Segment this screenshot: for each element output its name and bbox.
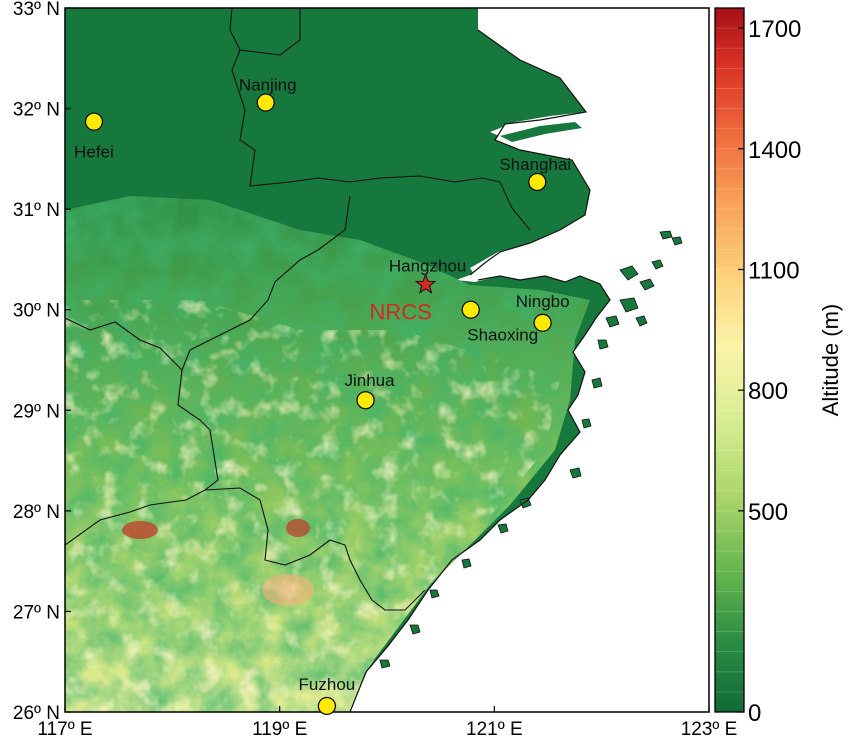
city-dot <box>528 172 547 192</box>
city-dot <box>84 112 104 131</box>
lon-tick-label: 121º E <box>466 719 523 739</box>
city-jinhua: Jinhua <box>344 371 395 410</box>
colorbar-gradient <box>715 8 744 712</box>
city-label: Hefei <box>74 143 114 162</box>
star-icon <box>414 273 437 294</box>
colorbar-title: Altitude (m) <box>818 304 843 416</box>
city-nanjing: Nanjing <box>239 76 297 112</box>
city-label: Jinhua <box>344 371 395 390</box>
city-label: Hangzhou <box>389 257 467 276</box>
city-label: Ningbo <box>516 292 570 311</box>
terrain-texture-light <box>65 300 560 712</box>
colorbar-tick-label: 800 <box>748 378 788 405</box>
colorbar-tick-label: 1700 <box>748 16 801 43</box>
city-dot <box>533 313 552 332</box>
city-label: Shanghai <box>499 155 571 174</box>
lon-tick-label: 123º E <box>681 719 738 739</box>
lat-tick-label: 32º N <box>13 100 60 121</box>
city-label: Shaoxing <box>467 326 538 345</box>
city-dot <box>356 391 375 410</box>
lat-tick-label: 26º N <box>13 703 60 724</box>
longitude-axis: 117º E 119º E 121º E 123º E <box>37 706 738 740</box>
lat-tick-label: 31º N <box>13 200 60 221</box>
latitude-axis: 26º N 27º N 28º N 29º N 30º N 31º N 32º N 33º N <box>13 0 71 724</box>
station-label: NRCS <box>369 300 431 325</box>
colorbar-tick-label: 500 <box>748 499 788 526</box>
hangzhou-bay <box>470 218 598 280</box>
lon-tick-label: 117º E <box>37 719 92 739</box>
colorbar-ticks: 0 500 800 1100 1400 1700 <box>738 16 801 727</box>
lat-tick-label: 29º N <box>13 401 60 422</box>
chongming-island <box>500 122 582 142</box>
city-label: Fuzhou <box>299 675 356 694</box>
peak-south <box>262 574 314 606</box>
colorbar-tick-label: 1100 <box>748 257 800 284</box>
station-marker: NRCS <box>369 273 437 325</box>
city-ningbo: Ningbo <box>516 292 570 332</box>
coastline <box>349 29 611 712</box>
lat-tick-label: 33º N <box>13 0 60 20</box>
colorbar-frame <box>714 7 745 713</box>
city-shanghai: Shanghai <box>499 155 571 192</box>
city-shaoxing: Shaoxing <box>461 300 538 345</box>
lat-tick-label: 27º N <box>13 602 60 623</box>
city-dot <box>317 696 337 716</box>
lon-tick-label: 119º E <box>252 719 307 739</box>
city-hefei: Hefei <box>74 112 114 162</box>
lat-tick-label: 30º N <box>13 301 60 322</box>
lat-tick-label: 28º N <box>13 502 60 523</box>
city-fuzhou: Fuzhou <box>299 675 356 716</box>
peak-west <box>122 521 158 539</box>
colorbar-tick-label: 1400 <box>748 137 801 164</box>
peak-central <box>286 519 310 537</box>
offshore-islands <box>379 230 683 669</box>
city-dot <box>256 93 275 112</box>
city-markers: Hefei Nanjing Shanghai Hangzhou Shaoxing Ning… <box>74 76 571 716</box>
city-label: Nanjing <box>239 76 297 95</box>
city-dot <box>461 300 480 319</box>
city-hangzhou: Hangzhou <box>389 257 467 276</box>
colorbar-tick-label: 0 <box>748 700 761 727</box>
map-frame <box>64 7 710 713</box>
province-borders <box>65 8 531 611</box>
